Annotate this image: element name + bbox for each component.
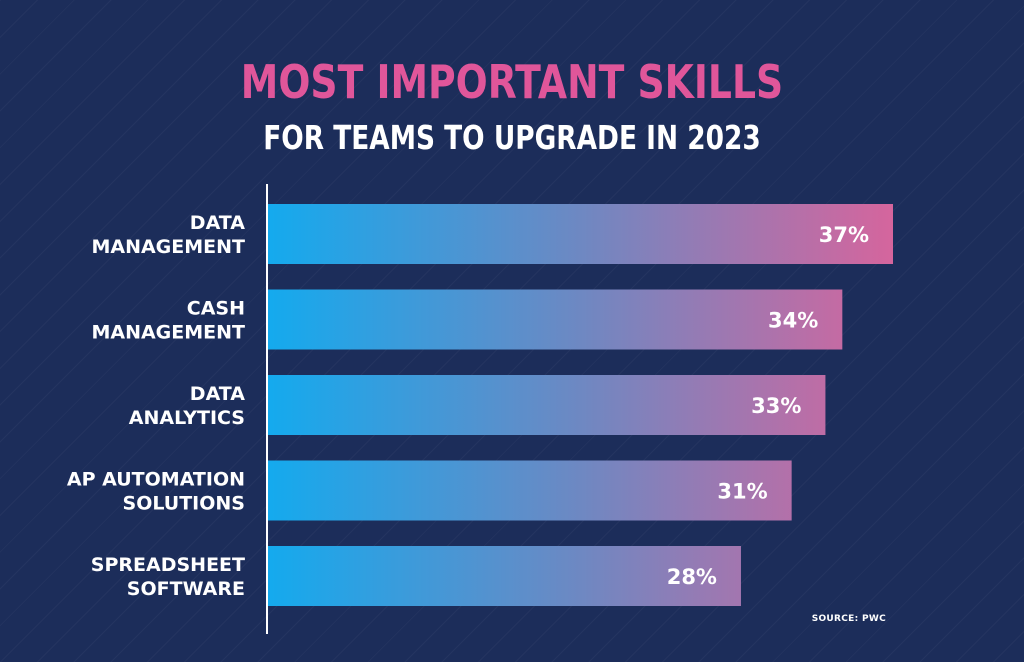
bar	[268, 289, 843, 350]
bar	[268, 204, 893, 264]
chart-title: MOST IMPORTANT SKILLS	[240, 55, 784, 109]
source-note: SOURCE: PWC	[811, 614, 886, 624]
bar	[268, 375, 826, 435]
category-label: SPREADSHEET SOFTWARE	[91, 554, 245, 600]
bar-value-label: 31%	[717, 480, 767, 504]
category-label: AP AUTOMATION SOLUTIONS	[67, 469, 245, 515]
bar	[268, 546, 741, 606]
bar-value-label: 34%	[768, 309, 818, 333]
bar	[268, 460, 792, 521]
bar-value-label: 37%	[819, 223, 869, 247]
bar-value-label: 33%	[751, 394, 801, 418]
bar-value-label: 28%	[667, 565, 717, 589]
category-label: DATA ANALYTICS	[129, 383, 246, 429]
chart-subtitle: FOR TEAMS TO UPGRADE IN 2023	[263, 118, 761, 157]
category-label: CASH MANAGEMENT	[91, 298, 245, 344]
category-label: DATA MANAGEMENT	[91, 212, 245, 258]
